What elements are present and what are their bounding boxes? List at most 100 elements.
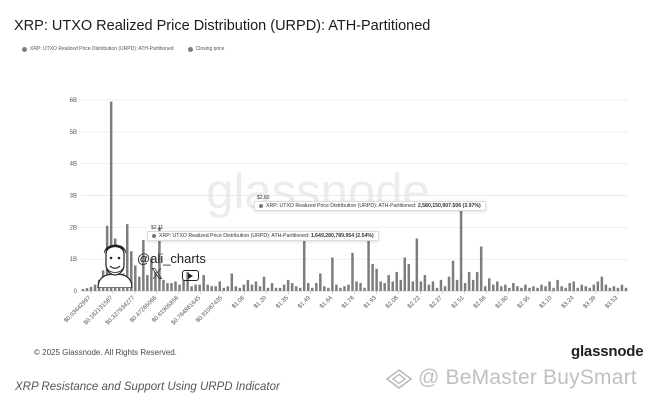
bar[interactable] [399,279,402,291]
bar[interactable] [150,257,153,291]
bar[interactable] [475,271,479,291]
bar[interactable] [126,224,129,291]
bar[interactable] [455,279,459,291]
bar[interactable] [158,227,161,291]
bar[interactable] [278,287,282,291]
bar[interactable] [624,287,628,291]
bar[interactable] [174,281,177,291]
bar[interactable] [250,284,254,291]
bar[interactable] [423,275,427,291]
bar[interactable] [500,286,503,291]
bar[interactable] [246,279,250,291]
bar[interactable] [282,284,286,291]
bar[interactable] [89,286,93,291]
bar[interactable] [451,260,455,291]
bar[interactable] [238,287,242,291]
bar[interactable] [592,284,596,291]
bar[interactable] [431,281,435,291]
bar[interactable] [576,287,579,291]
bar[interactable] [552,287,555,291]
bar[interactable] [142,240,145,291]
bar[interactable] [355,281,358,291]
bar[interactable] [564,287,567,291]
bar[interactable] [154,271,157,291]
bar[interactable] [403,257,407,291]
bar[interactable] [214,286,217,291]
bar[interactable] [130,251,133,291]
bar[interactable] [290,283,294,291]
bar[interactable] [544,286,547,291]
bar[interactable] [411,281,415,291]
bar[interactable] [415,238,419,291]
bar[interactable] [347,284,350,291]
bar[interactable] [504,284,507,291]
bar[interactable] [298,287,302,291]
bar[interactable] [319,273,322,291]
bar[interactable] [182,279,185,291]
bar[interactable] [335,284,338,291]
bar[interactable] [532,286,535,291]
bar[interactable] [487,278,491,291]
bar[interactable] [395,271,398,291]
bar[interactable] [323,286,326,291]
bar[interactable] [359,283,362,291]
bar[interactable] [206,284,209,291]
bar[interactable] [262,276,266,291]
bar[interactable] [596,281,600,291]
bar[interactable] [170,283,173,291]
bar[interactable] [186,271,189,291]
bar[interactable] [81,289,85,291]
bar[interactable] [226,286,230,291]
bar[interactable] [556,279,559,291]
bar[interactable] [387,275,390,291]
bar[interactable] [520,287,523,291]
bar[interactable] [604,284,608,291]
bar[interactable] [286,279,290,291]
bar[interactable] [447,276,451,291]
bar[interactable] [222,287,226,291]
bar[interactable] [588,287,592,291]
bar[interactable] [427,284,431,291]
bar[interactable] [202,275,205,291]
bar[interactable] [463,283,467,291]
bar[interactable] [383,283,386,291]
bar[interactable] [580,284,583,291]
bar[interactable] [230,273,234,291]
bar[interactable] [254,281,258,291]
bar[interactable] [560,286,563,291]
bar[interactable] [218,281,221,291]
bar[interactable] [479,246,483,291]
bar[interactable] [311,287,314,291]
bar[interactable] [93,284,97,291]
bar[interactable] [516,286,519,291]
bar[interactable] [548,281,551,291]
bar[interactable] [190,286,193,291]
bar[interactable] [85,288,89,291]
legend-item-urpd[interactable]: XRP: UTXO Realized Price Distribution (U… [22,46,174,52]
bar[interactable] [616,287,620,291]
bar[interactable] [483,286,487,291]
bar[interactable] [302,238,306,292]
bar[interactable] [600,276,604,291]
bar[interactable] [363,287,366,291]
bar[interactable] [540,284,543,291]
bar[interactable] [572,281,575,291]
bar[interactable] [471,279,475,291]
bar[interactable] [512,283,515,291]
bar[interactable] [274,287,278,291]
bar[interactable] [234,286,238,291]
bar[interactable] [443,286,447,291]
bar[interactable] [419,281,423,291]
bar[interactable] [166,283,169,291]
bar[interactable] [536,287,539,291]
bar[interactable] [435,287,439,291]
bar[interactable] [194,284,197,291]
bar[interactable] [294,286,298,291]
bar[interactable] [339,287,342,291]
bar[interactable] [528,287,531,291]
bar[interactable] [492,284,495,291]
bar[interactable] [407,263,411,291]
bar[interactable] [266,287,270,291]
bar[interactable] [198,284,201,291]
bar[interactable] [496,281,499,291]
